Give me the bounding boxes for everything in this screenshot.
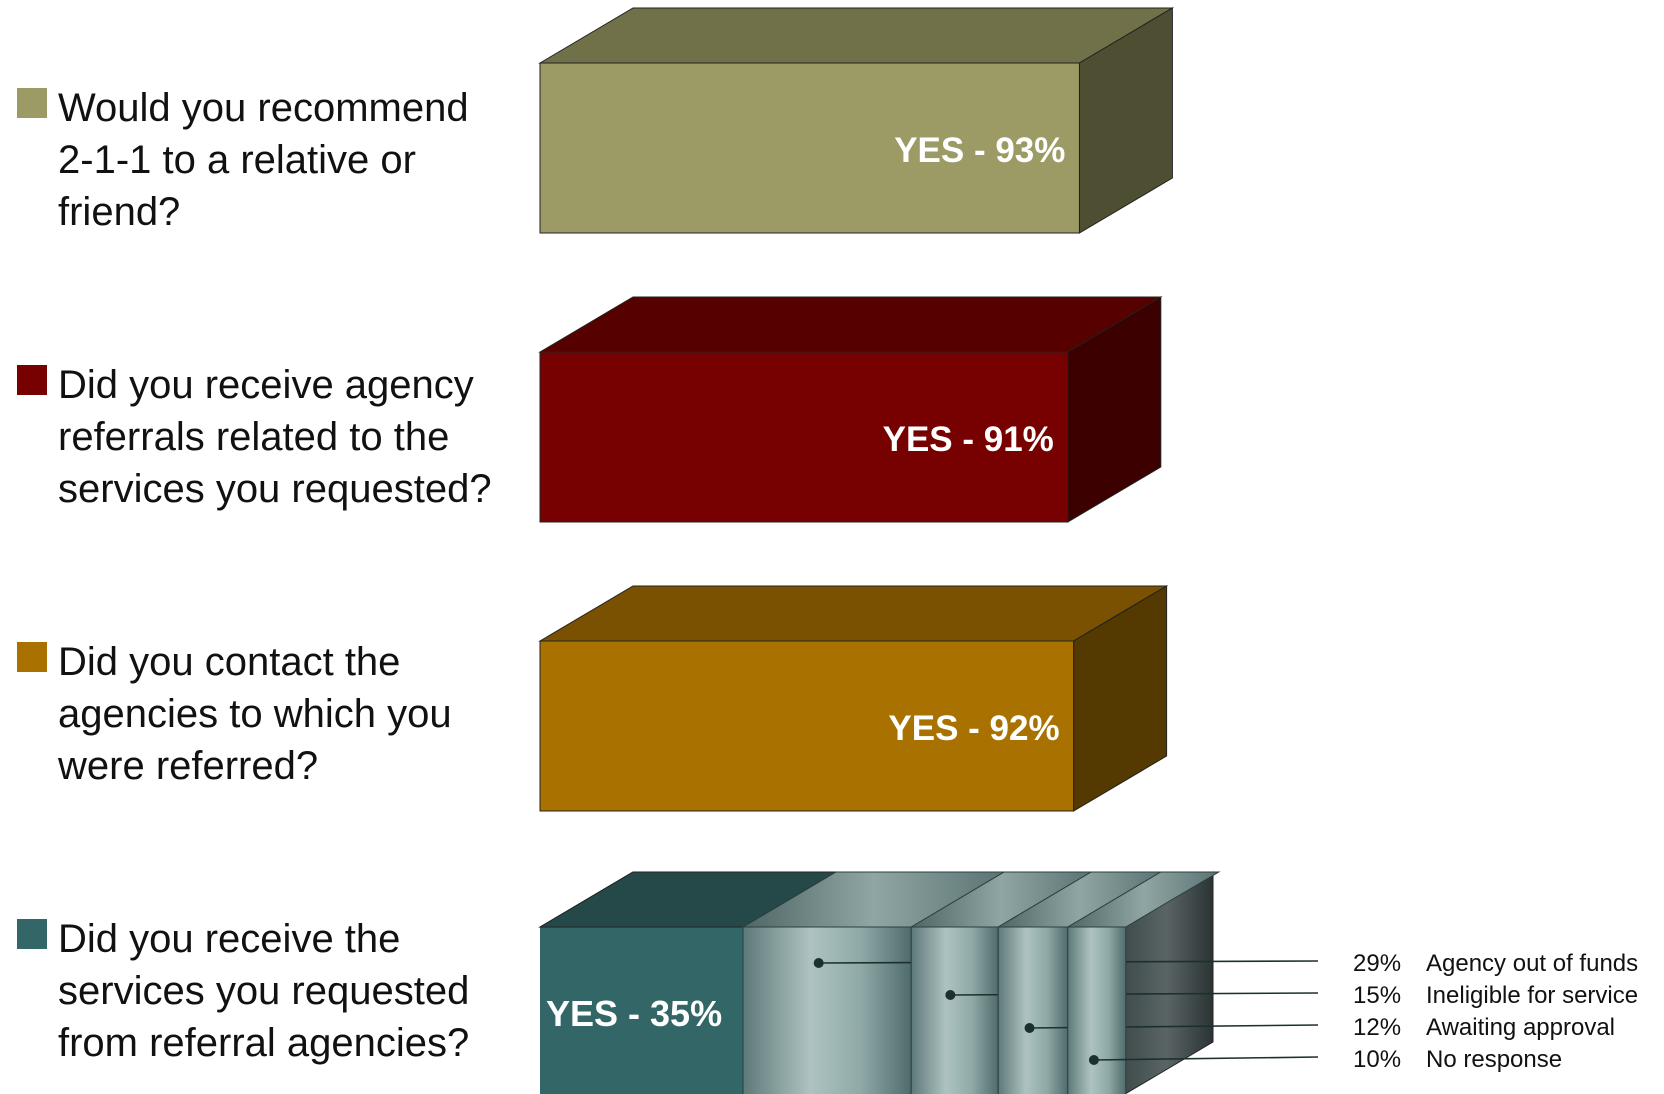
no-reason-pct: 15%	[1353, 982, 1401, 1009]
bar-value-label: YES - 35%	[546, 993, 722, 1034]
bar-front-face	[539, 62, 1080, 234]
bar-front-face	[540, 927, 743, 1094]
bar-value-label: YES - 91%	[883, 420, 1054, 459]
segment-front-face	[742, 926, 912, 1094]
no-reason-label: No response	[1426, 1046, 1562, 1073]
bar-top-face	[538, 585, 1169, 642]
question-2-text: Did you receive agency referrals related…	[58, 363, 492, 511]
leader-line	[1093, 1056, 1319, 1061]
bullet-square-4	[17, 919, 47, 949]
no-reason-label: Ineligible for service	[1426, 982, 1638, 1009]
bullet-square-2	[17, 365, 47, 395]
question-4-text: Did you receive the services you request…	[58, 917, 470, 1065]
bar-value-label: YES - 93%	[894, 131, 1065, 170]
no-reason-pct: 10%	[1353, 1046, 1401, 1073]
segment-front-face	[1067, 926, 1127, 1094]
segment-front-face	[997, 926, 1069, 1094]
bullet-square-3	[17, 642, 47, 672]
bar-value-label: YES - 92%	[888, 709, 1059, 748]
bullet-square-1	[17, 88, 47, 118]
no-reason-pct: 12%	[1353, 1014, 1401, 1041]
question-3-text: Did you contact the agencies to which yo…	[58, 640, 452, 788]
question-1-text: Would you recommend 2-1-1 to a relative …	[58, 86, 469, 234]
no-reason-pct: 29%	[1353, 950, 1401, 977]
no-reason-segment-1: 29% Agency out of funds	[741, 871, 1638, 1094]
bar-top-face	[538, 296, 1163, 353]
bar-top-face	[538, 7, 1175, 64]
no-reason-segment-3: 12% Awaiting approval	[996, 871, 1615, 1094]
bar-2: YES - 91%	[538, 296, 1163, 523]
segment-front-face	[910, 926, 999, 1094]
bar-front-face	[539, 640, 1075, 812]
no-reason-label: Awaiting approval	[1426, 1014, 1615, 1041]
bar-3: YES - 92%	[538, 585, 1169, 812]
no-reason-label: Agency out of funds	[1426, 950, 1638, 977]
bar-1: YES - 93%	[538, 7, 1175, 234]
no-reason-segment-4: 10% No response	[1065, 871, 1562, 1094]
bar-front-face	[539, 351, 1069, 523]
